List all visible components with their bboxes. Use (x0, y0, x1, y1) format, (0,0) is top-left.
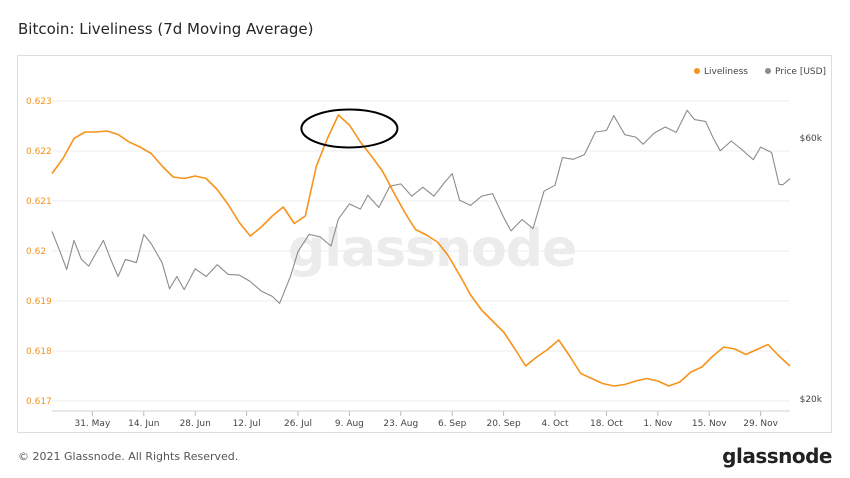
right-axis: $20k $60k (800, 134, 823, 405)
x-tick-label: 31. May (74, 419, 110, 429)
x-tick-label: 9. Aug (335, 419, 364, 429)
x-tick-label: 29. Nov (743, 419, 778, 429)
page-title: Bitcoin: Liveliness (7d Moving Average) (18, 20, 314, 38)
right-tick-label: $20k (800, 395, 823, 405)
footer-copyright: © 2021 Glassnode. All Rights Reserved. (18, 450, 239, 463)
price-line (51, 109, 791, 304)
left-tick-label: 0.62 (26, 247, 46, 257)
x-tick-label: 4. Oct (542, 419, 569, 429)
x-axis: 31. May 14. Jun 28. Jun 12. Jul 26. Jul 9. Au… (52, 410, 790, 429)
right-tick-label: $60k (800, 134, 823, 144)
legend-dot-price (765, 68, 771, 74)
x-tick-label: 1. Nov (643, 419, 673, 429)
chart-frame: glassnode 0.617 0.618 0.619 0.62 0.621 0.622 0… (17, 55, 832, 433)
left-tick-label: 0.619 (26, 297, 52, 307)
x-tick-label: 6. Sep (438, 419, 467, 429)
x-tick-label: 28. Jun (180, 419, 211, 429)
x-tick-label: 26. Jul (284, 419, 312, 429)
left-tick-label: 0.621 (26, 197, 52, 207)
left-tick-label: 0.623 (26, 97, 52, 107)
legend-dot-liveliness (694, 68, 700, 74)
left-axis: 0.617 0.618 0.619 0.62 0.621 0.622 0.623 (26, 97, 52, 407)
annotation-ellipse (300, 108, 399, 149)
left-tick-label: 0.618 (26, 347, 52, 357)
watermark: glassnode (288, 219, 576, 279)
x-tick-label: 15. Nov (692, 419, 727, 429)
grid (52, 100, 790, 402)
legend-label-liveliness: Liveliness (704, 67, 748, 77)
footer-logo: glassnode (722, 444, 832, 468)
left-tick-label: 0.622 (26, 147, 52, 157)
legend-label-price: Price [USD] (775, 67, 826, 77)
x-tick-label: 23. Aug (383, 419, 418, 429)
x-tick-label: 20. Sep (487, 419, 521, 429)
x-tick-label: 12. Jul (233, 419, 261, 429)
x-tick-label: 18. Oct (590, 419, 623, 429)
legend: Liveliness Price [USD] (694, 67, 826, 77)
left-tick-label: 0.617 (26, 397, 52, 407)
liveliness-line (51, 114, 791, 387)
chart-svg: glassnode 0.6170.6180.6190.620.6210.6220… (26, 67, 826, 429)
x-tick-label: 14. Jun (128, 419, 159, 429)
